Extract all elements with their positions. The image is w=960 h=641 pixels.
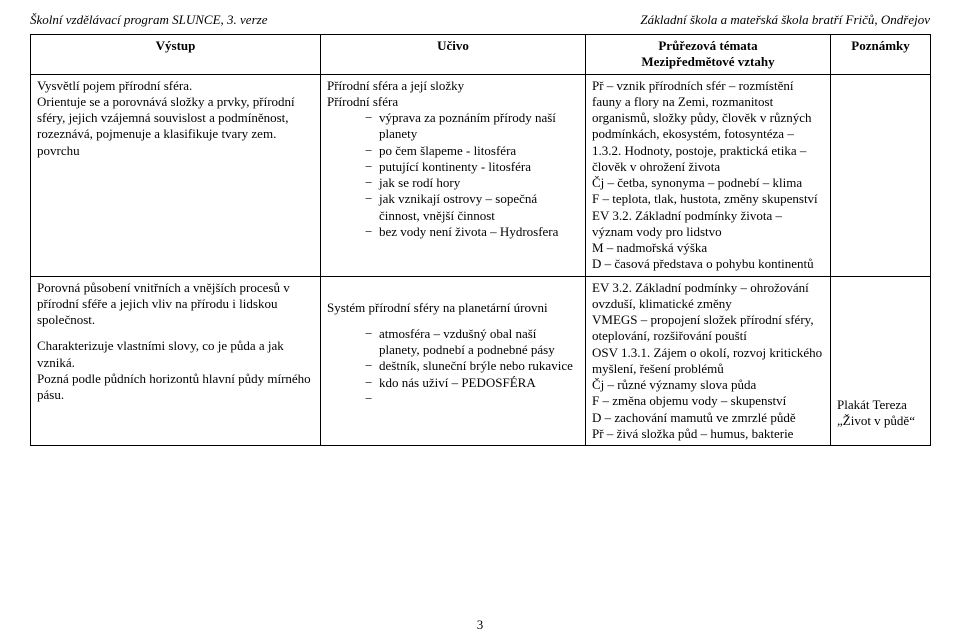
cell-poznamky-2: Plakát Tereza „Život v půdě“ [831,276,931,446]
ucivo-list-1: výprava za poznáním přírody naší planety… [327,110,579,240]
table-row: Porovná působení vnitřních a vnějších pr… [31,276,931,446]
list-item: atmosféra – vzdušný obal naší planety, p… [365,326,579,359]
cell-vystup-1: Vysvětlí pojem přírodní sféra. Orientuje… [31,74,321,276]
header-right: Základní škola a mateřská škola bratří F… [640,12,930,28]
table-row: Vysvětlí pojem přírodní sféra. Orientuje… [31,74,931,276]
header-ucivo: Učivo [321,35,586,75]
spacer [37,328,314,338]
list-item: bez vody není života – Hydrosfera [365,224,579,240]
list-item: deštník, sluneční brýle nebo rukavice [365,358,579,374]
cell-ucivo-1: Přírodní sféra a její složky Přírodní sf… [321,74,586,276]
page-number: 3 [477,617,484,633]
ucivo-list-2: atmosféra – vzdušný obal naší planety, p… [327,326,579,391]
header-prurezova: Průřezová témata Mezipředmětové vztahy [586,35,831,75]
curriculum-table: Výstup Učivo Průřezová témata Mezipředmě… [30,34,931,446]
spacer [327,280,579,300]
list-item: jak se rodí hory [365,175,579,191]
cell-prurez-2: EV 3.2. Základní podmínky – ohrožování o… [586,276,831,446]
cell-ucivo-2: Systém přírodní sféry na planetární úrov… [321,276,586,446]
header-poznamky: Poznámky [831,35,931,75]
list-item: kdo nás uživí – PEDOSFÉRA [365,375,579,391]
list-item: výprava za poznáním přírody naší planety [365,110,579,143]
cell-vystup-2: Porovná působení vnitřních a vnějších pr… [31,276,321,446]
vystup-2-p2: Charakterizuje vlastními slovy, co je pů… [37,338,314,403]
list-item: jak vznikají ostrovy – sopečná činnost, … [365,191,579,224]
header-left: Školní vzdělávací program SLUNCE, 3. ver… [30,12,267,28]
list-item: putující kontinenty - litosféra [365,159,579,175]
ucivo-lead-2: Systém přírodní sféry na planetární úrov… [327,300,579,316]
header-vystup: Výstup [31,35,321,75]
list-item: po čem šlapeme - litosféra [365,143,579,159]
cell-prurez-1: Př – vznik přírodních sfér – rozmístění … [586,74,831,276]
vystup-2-p1: Porovná působení vnitřních a vnějších pr… [37,280,314,329]
spacer [327,316,579,326]
table-header-row: Výstup Učivo Průřezová témata Mezipředmě… [31,35,931,75]
ucivo-lead-1: Přírodní sféra a její složky Přírodní sf… [327,78,579,111]
cell-poznamky-1 [831,74,931,276]
